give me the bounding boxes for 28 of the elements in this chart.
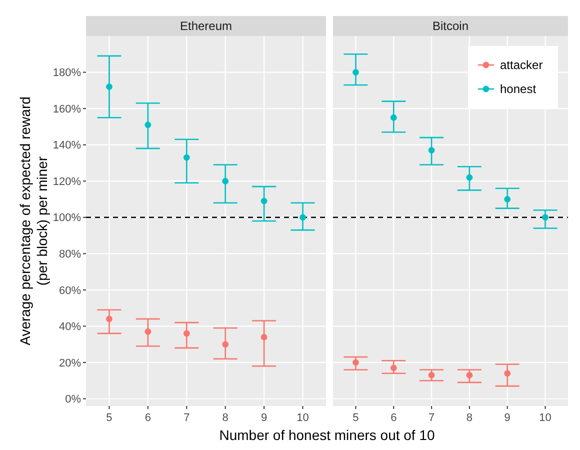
chart-title: Ethereum <box>180 19 232 33</box>
legend-label: honest <box>500 82 537 96</box>
x-axis-title: Number of honest miners out of 10 <box>219 427 435 443</box>
x-tick-label: 8 <box>466 412 473 424</box>
y-tick-label: 60% <box>58 284 82 297</box>
x-tick-label: 7 <box>428 412 435 424</box>
x-tick-label: 10 <box>539 412 552 424</box>
y-tick-label: 0% <box>65 394 82 406</box>
y-tick-label: 80% <box>58 248 82 260</box>
y-tick-label: 160% <box>52 103 82 116</box>
y-tick-label: 40% <box>58 321 82 334</box>
y-tick-label: 120% <box>52 176 82 188</box>
y-tick-label: 140% <box>52 140 82 152</box>
x-tick-label: 6 <box>144 412 151 424</box>
x-tick-label: 5 <box>352 412 359 424</box>
x-tick-label: 6 <box>390 412 397 424</box>
x-tick-label: 9 <box>261 412 268 424</box>
y-axis-title: Average percentage of expected reward (per block) per miner <box>17 96 50 346</box>
x-tick-label: 8 <box>222 412 228 424</box>
y-tick-label: 100% <box>52 212 82 224</box>
y-tick-label: 180% <box>52 67 82 80</box>
x-tick-label: 10 <box>296 412 309 424</box>
y-tick-label: 20% <box>58 357 82 370</box>
legend-label: attacker <box>500 58 543 72</box>
x-tick-label: 9 <box>504 412 510 424</box>
x-tick-label: 7 <box>184 412 190 424</box>
x-tick-label: 5 <box>106 412 112 424</box>
chart-title: Bitcoin <box>432 19 469 33</box>
